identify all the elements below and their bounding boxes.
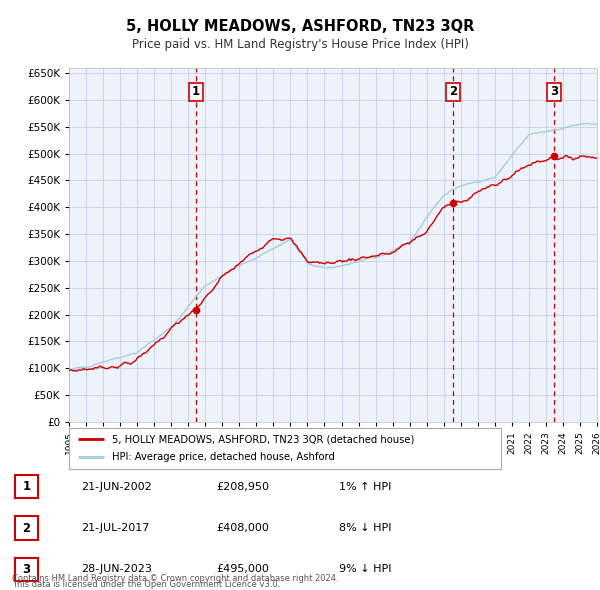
Text: HPI: Average price, detached house, Ashford: HPI: Average price, detached house, Ashf… [112,453,335,463]
Text: £208,950: £208,950 [216,482,269,491]
Text: 2: 2 [449,86,457,99]
Text: 21-JUN-2002: 21-JUN-2002 [81,482,152,491]
Text: 21-JUL-2017: 21-JUL-2017 [81,523,149,533]
FancyBboxPatch shape [14,558,38,581]
Text: 5, HOLLY MEADOWS, ASHFORD, TN23 3QR (detached house): 5, HOLLY MEADOWS, ASHFORD, TN23 3QR (det… [112,434,415,444]
Text: This data is licensed under the Open Government Licence v3.0.: This data is licensed under the Open Gov… [12,581,280,589]
Text: 1: 1 [22,480,31,493]
Text: 3: 3 [22,563,31,576]
Text: 5, HOLLY MEADOWS, ASHFORD, TN23 3QR: 5, HOLLY MEADOWS, ASHFORD, TN23 3QR [126,19,474,34]
Text: 9% ↓ HPI: 9% ↓ HPI [339,565,391,574]
Text: £495,000: £495,000 [216,565,269,574]
Text: 1% ↑ HPI: 1% ↑ HPI [339,482,391,491]
Text: 1: 1 [192,86,200,99]
Text: 2: 2 [22,522,31,535]
Text: Contains HM Land Registry data © Crown copyright and database right 2024.: Contains HM Land Registry data © Crown c… [12,574,338,583]
Text: 3: 3 [550,86,559,99]
Text: 28-JUN-2023: 28-JUN-2023 [81,565,152,574]
FancyBboxPatch shape [14,516,38,540]
FancyBboxPatch shape [14,475,38,499]
Text: 8% ↓ HPI: 8% ↓ HPI [339,523,391,533]
Text: £408,000: £408,000 [216,523,269,533]
Text: Price paid vs. HM Land Registry's House Price Index (HPI): Price paid vs. HM Land Registry's House … [131,38,469,51]
FancyBboxPatch shape [69,428,501,469]
